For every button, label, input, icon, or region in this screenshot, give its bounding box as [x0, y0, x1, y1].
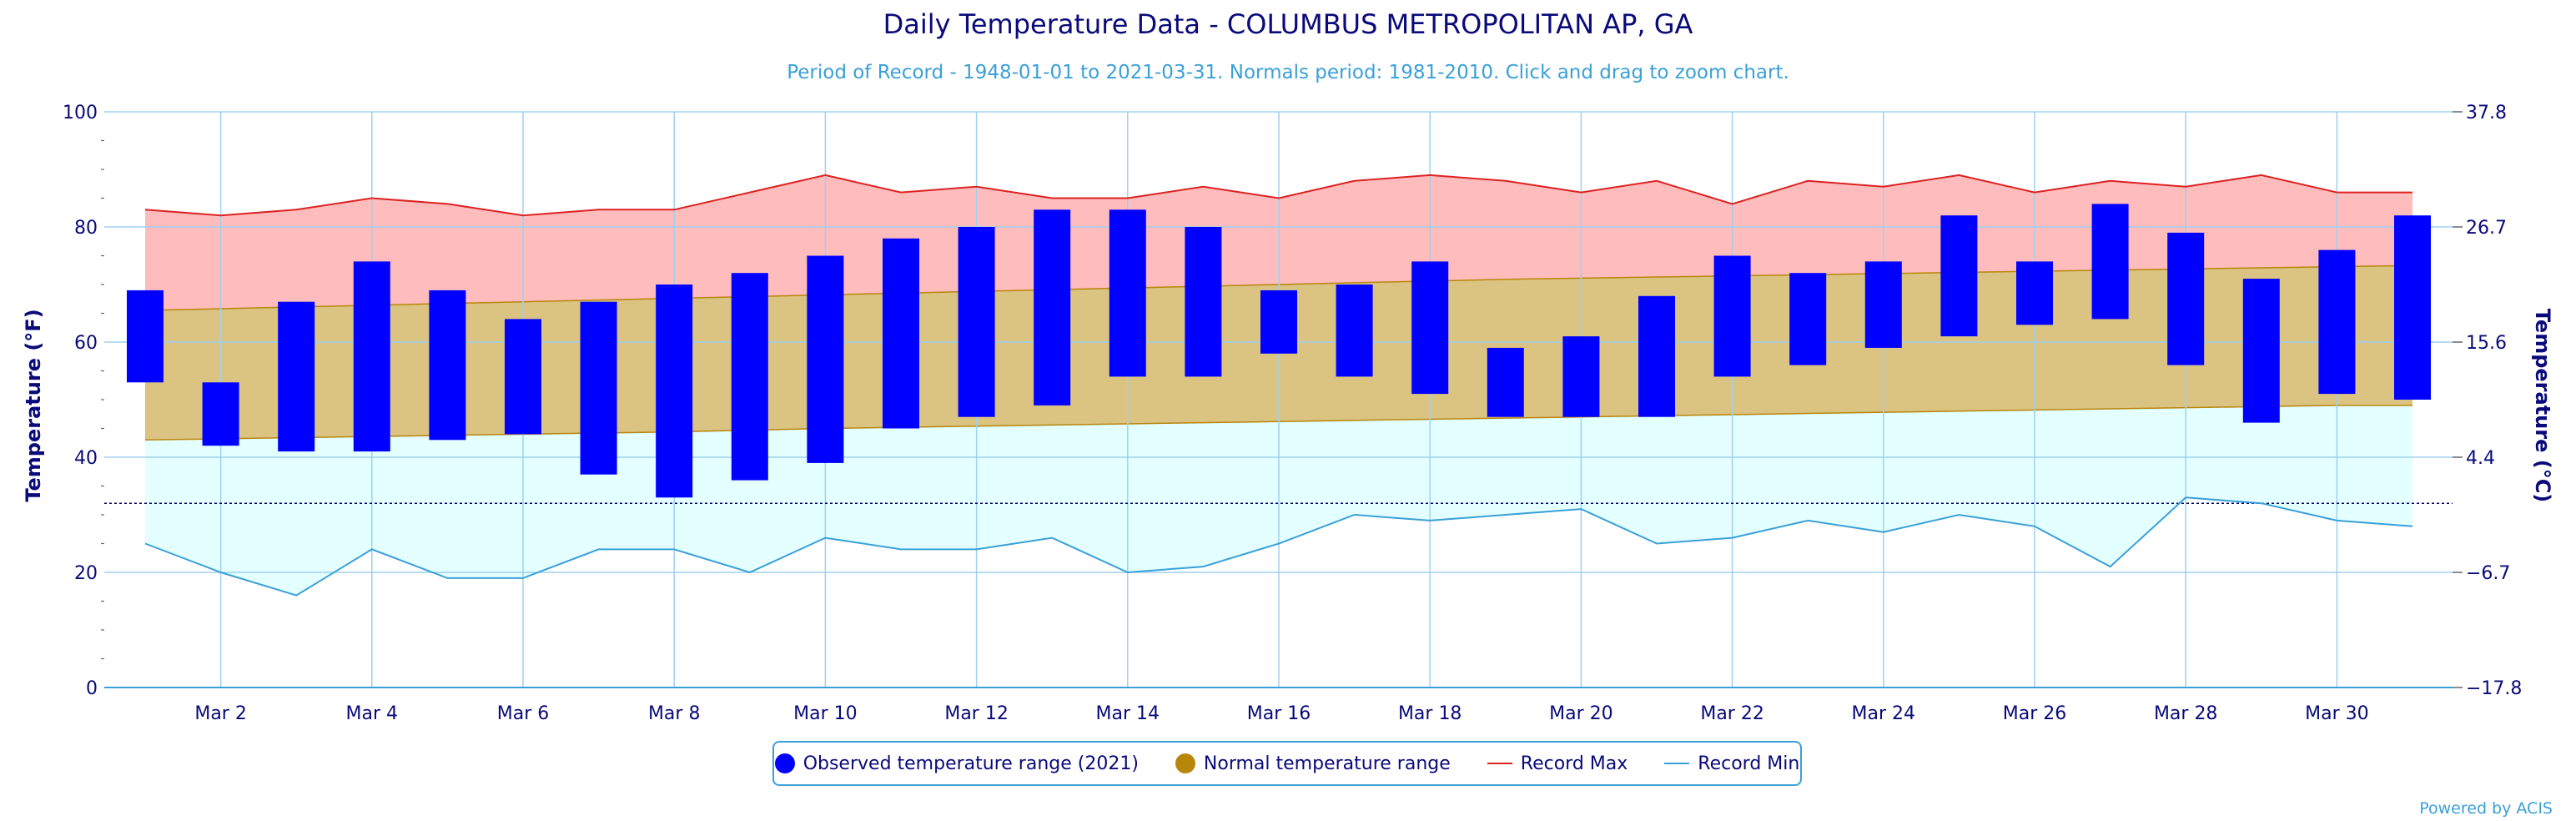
observed-bar — [202, 382, 239, 446]
legend: Observed temperature range (2021) Normal… — [772, 741, 1802, 786]
observed-bar — [1789, 273, 1827, 365]
x-tick-label: Mar 18 — [1398, 703, 1462, 724]
y-tick-label-right: 26.7 — [2466, 218, 2507, 239]
x-tick-label: Mar 28 — [2154, 703, 2218, 724]
observed-bar — [1562, 336, 1600, 417]
powered-by-credit[interactable]: Powered by ACIS — [2419, 799, 2553, 818]
y-tick-label-left: 40 — [74, 448, 98, 469]
observed-bar — [1864, 261, 1902, 348]
legend-record-max-label: Record Max — [1520, 753, 1628, 774]
observed-bar — [807, 255, 844, 463]
legend-item-observed[interactable]: Observed temperature range (2021) — [774, 753, 1139, 774]
x-tick-label: Mar 26 — [2003, 703, 2067, 724]
observed-bar — [127, 290, 164, 383]
observed-bar — [1638, 295, 1675, 417]
x-tick-label: Mar 14 — [1096, 703, 1160, 724]
x-tick-label: Mar 2 — [194, 703, 247, 724]
observed-bar — [2242, 279, 2280, 423]
legend-observed-swatch — [774, 753, 795, 773]
observed-bar — [505, 319, 541, 435]
observed-bar — [429, 290, 466, 441]
axes-layer: 0 20 40 60 80 100 −17.8 −6.7 4.4 15.6 26.7 37.8 Mar … — [63, 103, 2522, 724]
x-tick-label: Mar 12 — [944, 703, 1009, 724]
observed-bar — [1109, 209, 1146, 377]
observed-bar — [1260, 290, 1297, 354]
observed-bar — [353, 261, 390, 452]
observed-bar — [1940, 215, 1978, 337]
x-tick-label: Mar 24 — [1852, 703, 1916, 724]
observed-bar — [1713, 255, 1751, 377]
x-tick-label: Mar 10 — [793, 703, 858, 724]
y-tick-label-left: 60 — [74, 333, 98, 354]
legend-normal-swatch — [1175, 753, 1195, 773]
y-tick-label-left: 20 — [74, 563, 98, 584]
y-tick-label-left: 100 — [63, 103, 98, 123]
observed-bar — [2318, 249, 2356, 395]
legend-record-min-swatch — [1664, 763, 1690, 764]
observed-bar — [2394, 215, 2431, 400]
chart-subtitle: Period of Record - 1948-01-01 to 2021-03… — [787, 62, 1789, 83]
y-tick-label-right: −6.7 — [2466, 563, 2510, 584]
legend-normal-label: Normal temperature range — [1203, 753, 1451, 774]
legend-record-max-swatch — [1487, 763, 1512, 764]
chart-title: Daily Temperature Data - COLUMBUS METROP… — [883, 8, 1693, 40]
observed-bar — [1411, 261, 1449, 395]
y-tick-label-left: 0 — [86, 678, 98, 699]
observed-bar — [883, 238, 919, 429]
legend-observed-label: Observed temperature range (2021) — [802, 753, 1139, 774]
observed-bar — [1487, 347, 1524, 417]
y-tick-label-right: 37.8 — [2466, 103, 2507, 123]
y-tick-label-right: 15.6 — [2466, 333, 2507, 354]
x-tick-label: Mar 8 — [648, 703, 701, 724]
record-max-line — [144, 174, 2412, 217]
x-tick-label: Mar 20 — [1549, 703, 1613, 724]
observed-bar — [958, 227, 995, 417]
x-tick-label: Mar 4 — [346, 703, 399, 724]
legend-item-record-max[interactable]: Record Max — [1487, 753, 1628, 774]
y-axis-title-left: Temperature (°F) — [22, 309, 45, 501]
y-axis-title-right: Temperature (°C) — [2531, 309, 2554, 503]
x-tick-label: Mar 6 — [497, 703, 550, 724]
y-tick-label-right: −17.8 — [2466, 678, 2522, 699]
observed-bar — [731, 273, 768, 481]
observed-bar — [2167, 232, 2205, 365]
legend-item-record-min[interactable]: Record Min — [1664, 753, 1799, 774]
x-tick-label: Mar 16 — [1247, 703, 1311, 724]
observed-bar — [656, 285, 693, 498]
series-layer — [127, 174, 2431, 597]
legend-record-min-label: Record Min — [1698, 753, 1800, 774]
y-tick-label-left: 80 — [74, 218, 98, 239]
observed-bar — [2016, 261, 2053, 325]
observed-bar — [580, 301, 617, 475]
legend-item-normal[interactable]: Normal temperature range — [1175, 753, 1451, 774]
x-tick-label: Mar 22 — [1700, 703, 1764, 724]
observed-bar — [2091, 204, 2129, 320]
record-min-line — [144, 496, 2413, 597]
observed-bar — [1185, 227, 1222, 377]
observed-bar — [278, 301, 315, 452]
observed-bar — [1336, 285, 1373, 377]
y-tick-label-right: 4.4 — [2466, 448, 2495, 469]
observed-bar — [1034, 209, 1071, 405]
x-tick-label: Mar 30 — [2305, 703, 2369, 724]
